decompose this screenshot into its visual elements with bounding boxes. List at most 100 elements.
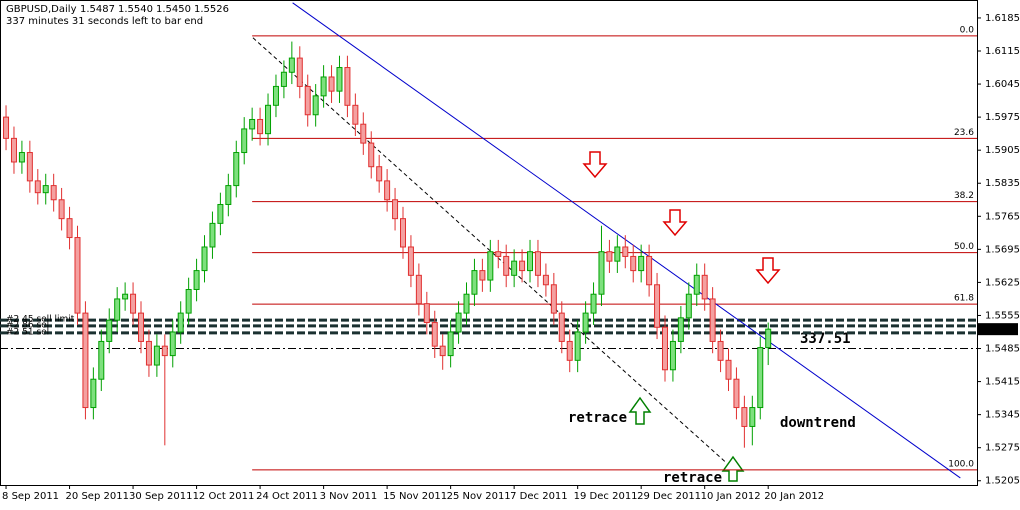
order-label: #2 51 sel (6, 327, 49, 337)
candle-body (122, 293, 129, 300)
y-tick-label: 1.5275 (985, 443, 1020, 454)
candle-body (257, 118, 264, 135)
candle-body (661, 326, 668, 371)
candle-body (749, 407, 756, 427)
symbol: GBPUSD,Daily (6, 4, 77, 15)
y-tick-label: 1.5485 (985, 344, 1020, 355)
candle-body (590, 293, 597, 314)
candle-body (614, 246, 621, 262)
candle-body (114, 298, 121, 321)
x-tick-label: 15 Nov 2011 (383, 491, 447, 502)
x-tick-label: 7 Dec 2011 (510, 491, 568, 502)
candle-body (423, 303, 430, 324)
candle-body (511, 260, 518, 276)
candle-body (463, 293, 470, 314)
candle-body (566, 340, 573, 361)
candle-body (74, 237, 81, 314)
y-tick-label: 1.5835 (985, 178, 1020, 189)
candle-body (82, 312, 89, 409)
candle-body (392, 199, 399, 220)
x-tick-label: 8 Sep 2011 (2, 491, 59, 502)
candle-body (249, 118, 256, 130)
candle-body (455, 312, 462, 333)
candle-body (701, 274, 708, 300)
candle-body (153, 345, 160, 366)
candle-body (503, 255, 510, 276)
candle-body (582, 312, 589, 333)
candle-body (233, 152, 240, 187)
candle-body (161, 345, 168, 357)
candle-body (66, 218, 73, 239)
candle-body (757, 347, 764, 409)
candle-body (733, 378, 740, 409)
candle-body (26, 152, 33, 182)
candle-body (487, 251, 494, 281)
candle-body (58, 199, 65, 220)
candle-body (50, 185, 57, 201)
candle-body (328, 76, 335, 92)
x-tick-label: 10 Jan 2012 (701, 491, 761, 502)
candle-body (138, 312, 145, 342)
candle-body (304, 85, 311, 116)
candle-body (320, 76, 327, 97)
up-arrow (628, 396, 652, 425)
candle-body (376, 166, 383, 182)
candle-body (630, 255, 637, 272)
x-tick-label: 3 Nov 2011 (320, 491, 378, 502)
candle-body (217, 203, 224, 224)
candle-body (550, 284, 557, 314)
annotation: downtrend (780, 415, 856, 431)
candle-body (558, 312, 565, 342)
trendline (292, 2, 961, 479)
ohlc-label: 1.5540 (118, 4, 153, 15)
candle-body (288, 57, 295, 73)
annotation: retrace (663, 470, 722, 486)
candle-body (407, 246, 414, 276)
candle-body (185, 288, 192, 314)
candle-body (765, 328, 772, 349)
x-tick-label: 20 Jan 2012 (764, 491, 824, 502)
y-tick-label: 1.5625 (985, 277, 1020, 288)
up-arrow (721, 455, 745, 482)
candle-body (598, 251, 605, 295)
candle-body (495, 251, 502, 257)
candle-body (399, 218, 406, 248)
order-label: #2 86 sel (6, 320, 49, 330)
candle-body (709, 298, 716, 342)
candle-body (272, 85, 279, 106)
candle-body (209, 222, 216, 248)
candle-body (741, 407, 748, 427)
y-tick-label: 1.5415 (985, 377, 1020, 388)
down-arrow (755, 257, 781, 285)
candle-body (622, 246, 629, 257)
fib-label: 61.8 (954, 294, 974, 304)
candle-body (693, 274, 700, 295)
candle-body (431, 322, 438, 347)
candle-body (130, 293, 137, 314)
candle-body (344, 67, 351, 106)
candle-body (241, 128, 248, 154)
x-tick-label: 20 Sep 2011 (66, 491, 129, 502)
candle-body (280, 71, 287, 87)
annotation: 337.51 (800, 331, 851, 347)
fib-label: 0.0 (960, 25, 975, 35)
candle-body (638, 255, 645, 272)
candle-body (534, 251, 541, 276)
x-tick-label: 19 Dec 2011 (574, 491, 638, 502)
down-arrow (582, 151, 608, 179)
candle-body (677, 317, 684, 342)
x-tick-label: 24 Oct 2011 (256, 491, 318, 502)
candle-body (265, 104, 272, 135)
candle-body (471, 270, 478, 295)
x-tick-label: 29 Dec 2011 (637, 491, 701, 502)
candle-body (201, 246, 208, 272)
candle-body (10, 137, 17, 163)
ohlc-label: 1.5526 (194, 4, 229, 15)
candle-body (98, 340, 105, 380)
candle-body (336, 67, 343, 92)
candle-body (169, 331, 176, 357)
candle-body (360, 123, 367, 144)
candle-body (646, 255, 653, 286)
